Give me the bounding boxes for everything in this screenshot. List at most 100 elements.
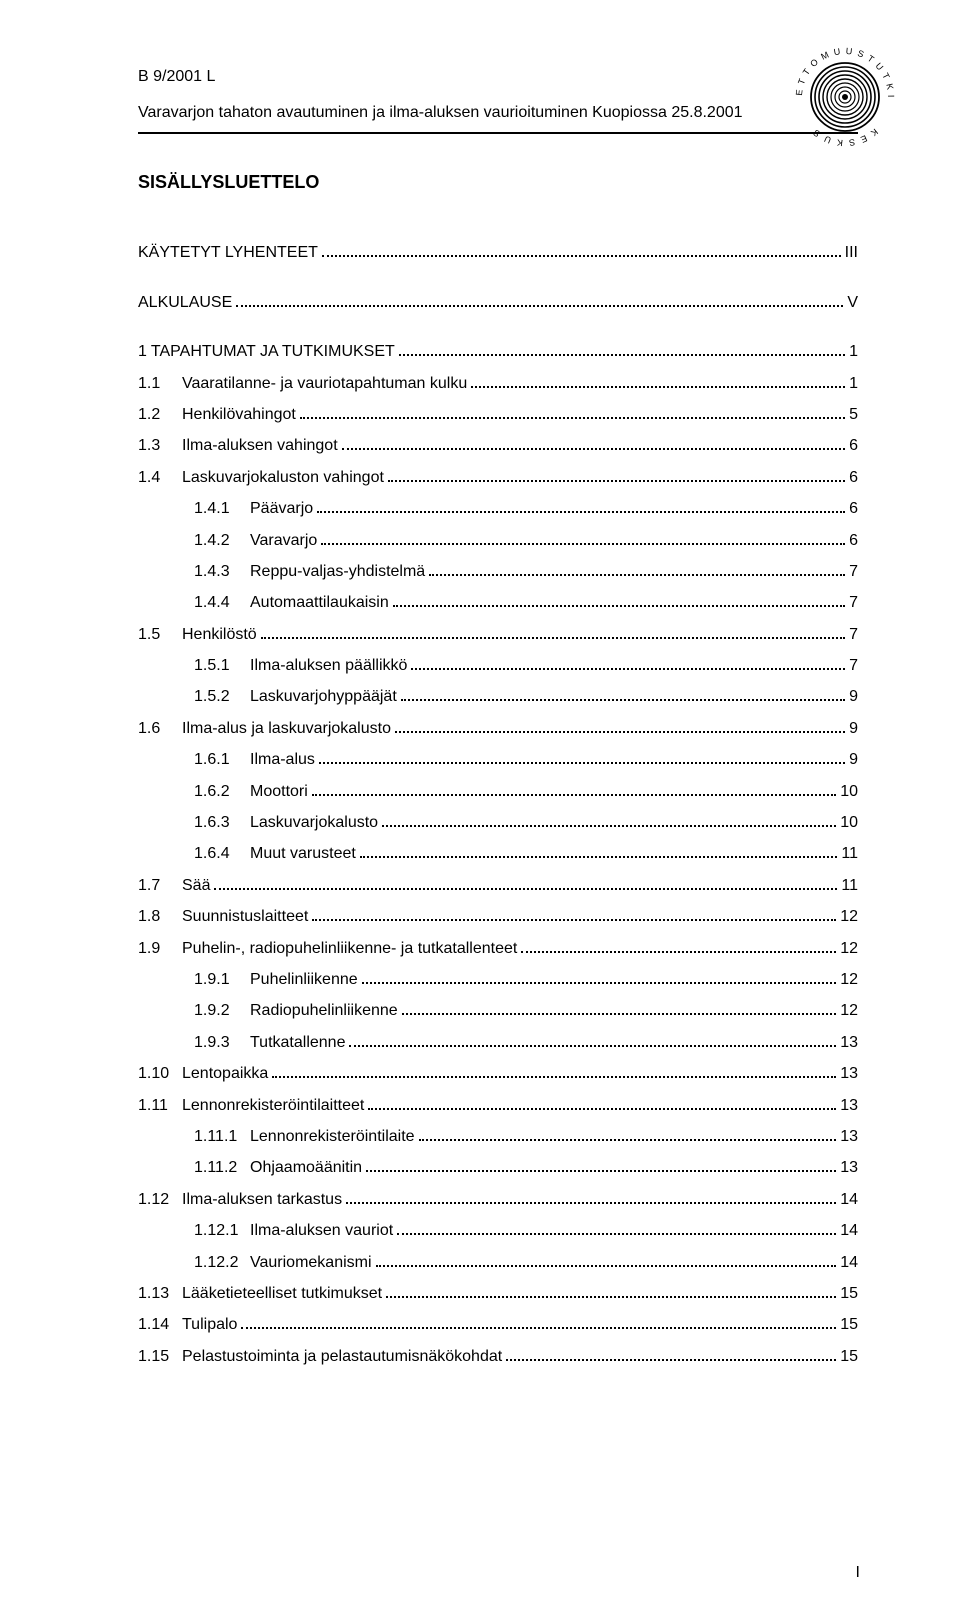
- toc-entry-page: 13: [840, 1065, 858, 1083]
- toc-entry-label: Henkilöstö: [182, 626, 257, 644]
- toc-entry-page: 13: [840, 1097, 858, 1115]
- toc-leader-dots: [366, 1158, 836, 1172]
- toc-entry-page: 12: [840, 971, 858, 989]
- toc-entry-number: 1.6.2: [194, 783, 250, 801]
- toc-entry-page: 5: [849, 406, 858, 424]
- toc-entry-page: 7: [849, 657, 858, 675]
- header-divider: [138, 132, 858, 134]
- toc-entry-number: 1.12.1: [194, 1222, 250, 1240]
- toc-leader-dots: [261, 624, 845, 638]
- toc-entry: 1.9.1Puhelinliikenne 12: [138, 970, 858, 989]
- toc-entry-label: Tutkatallenne: [250, 1034, 345, 1052]
- toc-entry: 1.12Ilma-aluksen tarkastus14: [138, 1189, 858, 1208]
- toc-entry: 1.4.3Reppu-valjas-yhdistelmä 7: [138, 562, 858, 581]
- toc-entry: 1.5Henkilöstö7: [138, 624, 858, 643]
- toc-entry-number: 1.5: [138, 626, 182, 644]
- toc-entry: 1.11.2Ohjaamoäänitin13: [138, 1158, 858, 1177]
- toc-entry-label: Laskuvarjohyppääjät: [250, 688, 397, 706]
- toc-leader-dots: [393, 593, 845, 607]
- toc-entry-number: 1.6.1: [194, 751, 250, 769]
- toc-entry: 1.14Tulipalo15: [138, 1315, 858, 1334]
- toc-entry-label: Automaattilaukaisin: [250, 594, 389, 612]
- toc-leader-dots: [319, 750, 845, 764]
- toc-entry-label: Henkilövahingot: [182, 406, 296, 424]
- toc-entry-number: 1.4.3: [194, 563, 250, 581]
- toc-entry-label: Varavarjo: [250, 532, 317, 550]
- toc-leader-dots: [272, 1064, 836, 1078]
- toc-entry: 1.5.1Ilma-aluksen päällikkö7: [138, 656, 858, 675]
- toc-entry: 1.12.2Vauriomekanismi14: [138, 1252, 858, 1271]
- toc-entry-label: Lääketieteelliset tutkimukset: [182, 1285, 382, 1303]
- toc-entry-page: 11: [841, 877, 858, 895]
- toc-entry-label: Pelastustoiminta ja pelastautumisnäkökoh…: [182, 1348, 502, 1366]
- toc-entry-label: KÄYTETYT LYHENTEET: [138, 244, 318, 262]
- toc-entry-label: Ilma-alus ja laskuvarjokalusto: [182, 720, 391, 738]
- toc-entry-number: 1.3: [138, 437, 182, 455]
- toc-leader-dots: [506, 1346, 836, 1360]
- toc-leader-dots: [376, 1252, 837, 1266]
- toc-entry-number: 1.9.1: [194, 971, 250, 989]
- toc-entry: 1.3Ilma-aluksen vahingot6: [138, 436, 858, 455]
- toc-entry-number: 1.15: [138, 1348, 182, 1366]
- toc-entry: 1.6.3Laskuvarjokalusto10: [138, 813, 858, 832]
- toc-entry-label: Laskuvarjokalusto: [250, 814, 378, 832]
- toc-entry-label: Vaaratilanne- ja vauriotapahtuman kulku: [182, 375, 467, 393]
- toc-entry-page: 1: [849, 343, 858, 361]
- toc-entry-label: ALKULAUSE: [138, 294, 232, 312]
- toc-entry: 1.8Suunnistuslaitteet12: [138, 907, 858, 926]
- toc-entry-label: Laskuvarjokaluston vahingot: [182, 469, 384, 487]
- toc-entry: 1.4.2Varavarjo6: [138, 530, 858, 549]
- toc-entry-page: 7: [849, 594, 858, 612]
- table-of-contents: KÄYTETYT LYHENTEET III ALKULAUSE V 1 TAPAHTUM…: [138, 243, 858, 1366]
- toc-entry-page: 6: [849, 500, 858, 518]
- toc-entry-number: 1.9.2: [194, 1002, 250, 1020]
- toc-entry-label: Ilma-aluksen vauriot: [250, 1222, 393, 1240]
- toc-entry-page: 14: [840, 1222, 858, 1240]
- toc-entry: 1.6.2Moottori10: [138, 781, 858, 800]
- toc-entry-number: 1.5.1: [194, 657, 250, 675]
- toc-leader-dots: [419, 1127, 837, 1141]
- toc-entry-page: V: [847, 294, 858, 312]
- toc-entry-label: Suunnistuslaitteet: [182, 908, 308, 926]
- toc-entry-page: 12: [840, 940, 858, 958]
- toc-entry: 1.9.3Tutkatallenne13: [138, 1032, 858, 1051]
- toc-entry-number: 1.11.1: [194, 1128, 250, 1146]
- toc-leader-dots: [349, 1032, 836, 1046]
- toc-entry-label: Vauriomekanismi: [250, 1254, 372, 1272]
- toc-leader-dots: [401, 687, 845, 701]
- toc-entry-label: Reppu-valjas-yhdistelmä: [250, 563, 425, 581]
- toc-entry: 1.9.2Radiopuhelinliikenne12: [138, 1001, 858, 1020]
- toc-entry-label: Puhelinliikenne: [250, 971, 358, 989]
- toc-leader-dots: [397, 1221, 836, 1235]
- toc-entry-number: 1.4.1: [194, 500, 250, 518]
- toc-entry: 1.11Lennonrekisteröintilaitteet13: [138, 1095, 858, 1114]
- toc-entry: KÄYTETYT LYHENTEET III: [138, 243, 858, 262]
- toc-entry-page: 1: [849, 375, 858, 393]
- toc-entry-page: 14: [840, 1191, 858, 1209]
- toc-entry: 1.6Ilma-alus ja laskuvarjokalusto9: [138, 718, 858, 737]
- toc-entry: 1.6.1Ilma-alus9: [138, 750, 858, 769]
- toc-entry-number: 1.5.2: [194, 688, 250, 706]
- toc-leader-dots: [342, 436, 845, 450]
- toc-entry: 1.10Lentopaikka13: [138, 1064, 858, 1083]
- toc-entry-number: 1.4.2: [194, 532, 250, 550]
- toc-entry-page: 9: [849, 688, 858, 706]
- toc-entry-number: 1.14: [138, 1316, 182, 1334]
- toc-entry-page: 13: [840, 1128, 858, 1146]
- toc-entry-label: TAPAHTUMAT JA TUTKIMUKSET: [151, 343, 395, 361]
- toc-entry-number: 1.11.2: [194, 1159, 250, 1177]
- toc-entry-label: Ohjaamoäänitin: [250, 1159, 362, 1177]
- toc-leader-dots: [317, 499, 845, 513]
- toc-entry-page: 7: [849, 563, 858, 581]
- toc-entry-number: 1.10: [138, 1065, 182, 1083]
- toc-entry: 1.2Henkilövahingot5: [138, 405, 858, 424]
- toc-entry-page: III: [845, 244, 858, 262]
- toc-entry: 1.9Puhelin-, radiopuhelinliikenne- ja tu…: [138, 938, 858, 957]
- toc-entry-number: 1.4: [138, 469, 182, 487]
- report-code: B 9/2001 L: [138, 68, 860, 86]
- toc-leader-dots: [368, 1095, 836, 1109]
- toc-leader-dots: [411, 656, 845, 670]
- toc-entry-page: 10: [840, 814, 858, 832]
- toc-entry-page: 13: [840, 1034, 858, 1052]
- toc-heading: SISÄLLYSLUETTELO: [138, 172, 860, 193]
